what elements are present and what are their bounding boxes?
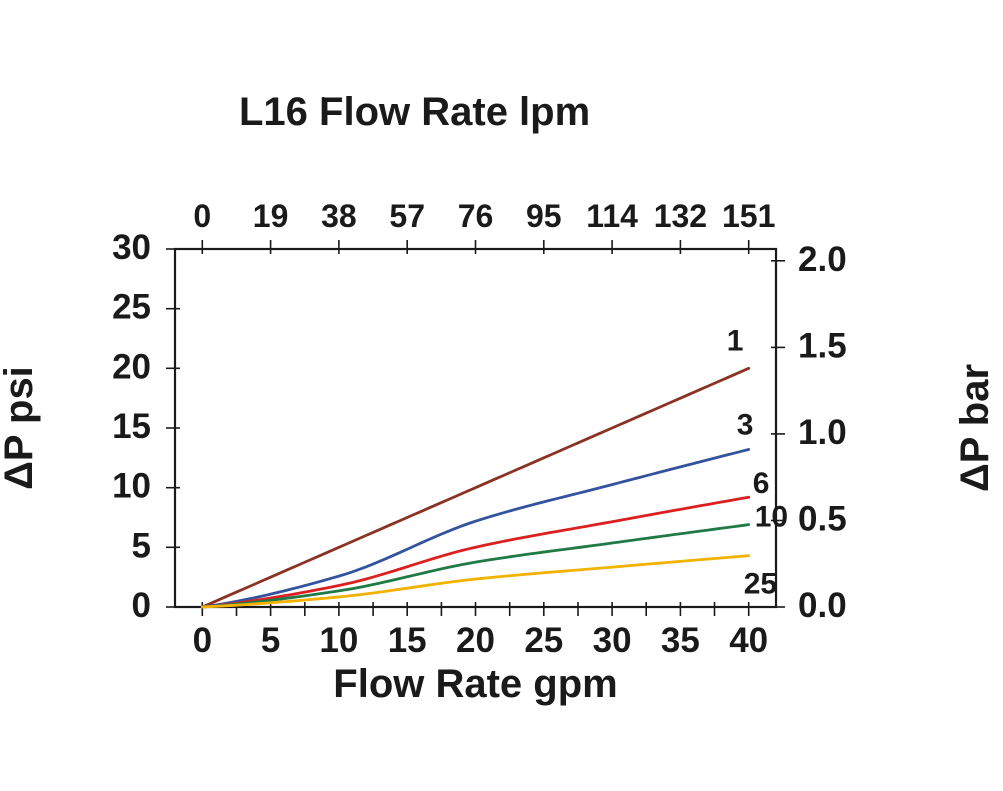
svg-text:3: 3 (737, 409, 754, 442)
svg-text:114: 114 (586, 198, 638, 234)
svg-text:151: 151 (722, 198, 775, 234)
svg-text:20: 20 (112, 347, 151, 386)
svg-text:5: 5 (261, 621, 280, 660)
svg-text:40: 40 (729, 621, 768, 660)
svg-text:6: 6 (753, 467, 770, 500)
svg-text:15: 15 (112, 407, 151, 446)
svg-text:20: 20 (456, 621, 495, 660)
svg-text:38: 38 (321, 198, 357, 234)
svg-text:57: 57 (389, 198, 425, 234)
svg-text:76: 76 (458, 198, 494, 234)
svg-text:35: 35 (661, 621, 700, 660)
svg-text:25: 25 (112, 288, 151, 327)
svg-text:5: 5 (132, 526, 151, 565)
svg-text:95: 95 (526, 198, 562, 234)
svg-text:10: 10 (755, 501, 788, 534)
svg-text:ΔP bar: ΔP bar (953, 364, 997, 492)
svg-text:1.0: 1.0 (798, 413, 847, 452)
svg-text:0: 0 (193, 198, 211, 234)
svg-text:1: 1 (727, 324, 744, 357)
svg-text:0: 0 (132, 586, 151, 625)
svg-text:0.0: 0.0 (798, 586, 847, 625)
svg-text:19: 19 (253, 198, 289, 234)
svg-text:2.0: 2.0 (798, 240, 847, 279)
svg-text:’: ’ (321, 95, 325, 112)
svg-text:0.5: 0.5 (798, 500, 847, 539)
svg-text:0: 0 (193, 621, 212, 660)
svg-text:Flow Rate gpm: Flow Rate gpm (333, 662, 617, 706)
svg-text:30: 30 (112, 228, 151, 267)
svg-text:30: 30 (593, 621, 632, 660)
svg-text:10: 10 (319, 621, 358, 660)
svg-text:25: 25 (524, 621, 563, 660)
svg-text:1.5: 1.5 (798, 326, 847, 365)
svg-text:132: 132 (654, 198, 707, 234)
svg-text:15: 15 (388, 621, 427, 660)
svg-text:25: 25 (744, 568, 777, 601)
svg-text:L16 Flow Rate lpm: L16 Flow Rate lpm (239, 90, 590, 134)
svg-text:10: 10 (112, 467, 151, 506)
svg-text:ΔP psi: ΔP psi (0, 366, 41, 490)
